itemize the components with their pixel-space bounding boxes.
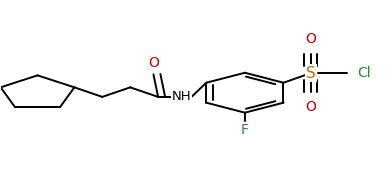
Text: Cl: Cl xyxy=(357,66,371,80)
Text: O: O xyxy=(305,100,316,114)
Text: S: S xyxy=(306,66,315,81)
Text: F: F xyxy=(241,123,249,137)
Text: NH: NH xyxy=(172,90,192,103)
Text: O: O xyxy=(305,32,316,46)
Text: O: O xyxy=(148,56,159,70)
